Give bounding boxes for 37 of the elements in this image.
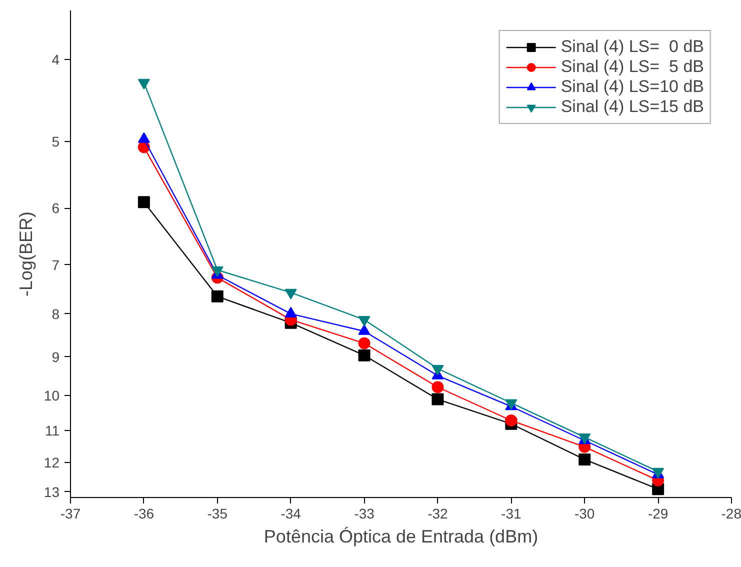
legend-label: Sinal (4) LS=15 dB — [560, 97, 704, 117]
x-tick-label: -30 — [574, 506, 595, 522]
x-tick-label: -35 — [207, 506, 228, 522]
point — [138, 78, 150, 90]
x-tick-label: -36 — [134, 506, 154, 522]
y-axis-title: -Log(BER) — [16, 211, 36, 297]
y-tick-label: 13 — [44, 484, 60, 500]
point — [432, 364, 444, 376]
x-tick-label: -31 — [501, 506, 522, 522]
point — [505, 414, 518, 426]
point — [138, 196, 150, 208]
point — [432, 381, 444, 394]
x-tick-label: -37 — [60, 506, 81, 522]
x-tick-label: -32 — [428, 506, 448, 522]
point — [358, 349, 370, 362]
legend-label: Sinal (4) LS=10 dB — [560, 77, 704, 97]
y-tick-label: 5 — [52, 133, 60, 150]
y-tick-label: 4 — [52, 51, 60, 68]
point — [432, 393, 444, 406]
x-tick-label: -28 — [721, 506, 741, 522]
y-tick-label: 8 — [52, 306, 60, 322]
legend-label: Sinal (4) LS= 5 dB — [560, 57, 704, 77]
point — [211, 290, 224, 302]
legend-label: Sinal (4) LS= 0 dB — [560, 37, 704, 57]
y-tick-label: 12 — [44, 454, 60, 471]
x-tick-label: -34 — [280, 506, 302, 522]
x-tick-label: -29 — [648, 506, 668, 522]
point — [358, 337, 370, 350]
y-tick-label: 7 — [52, 256, 60, 273]
point — [578, 453, 591, 466]
y-tick-label: 10 — [44, 388, 60, 404]
x-axis-title: Potência Óptica de Entrada (dBm) — [264, 526, 538, 546]
y-tick-label: 9 — [52, 348, 60, 365]
x-tick-label: -33 — [354, 506, 375, 522]
y-tick-label: 6 — [52, 200, 60, 216]
y-tick-label: 11 — [44, 422, 60, 439]
point — [284, 288, 297, 300]
